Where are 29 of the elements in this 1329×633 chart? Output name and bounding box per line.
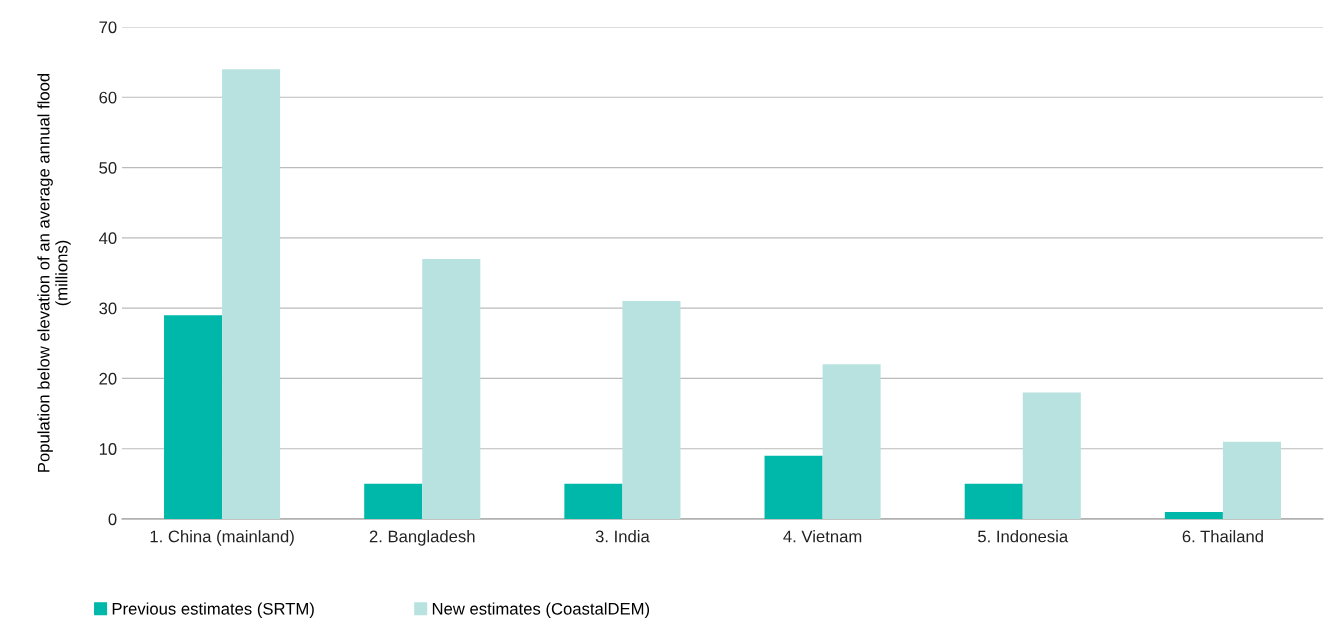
bar [564,483,623,519]
bar [822,364,881,519]
x-tick-label: 5. Indonesia [978,530,1069,543]
y-axis-title: Population below elevation of an average annual flood (millions) [37,73,71,472]
bar [364,483,423,519]
bar [164,315,223,519]
y-tick-label: 70 [99,21,117,34]
x-tick-label: 3. India [595,530,650,543]
y-tick-label: 30 [99,302,117,315]
legend-label: Previous estimates (SRTM) [112,602,314,618]
legend-label: New estimates (CoastalDEM) [432,602,650,618]
bar [1164,511,1223,519]
y-tick-label: 50 [99,161,117,174]
bar [764,455,823,519]
x-tick-label: 4. Vietnam [783,530,862,543]
x-tick-label: 6. Thailand [1182,530,1263,543]
x-tick-label: 2. Bangladesh [369,530,475,546]
bar [1222,441,1281,519]
bar [422,258,481,519]
y-tick-label: 10 [99,443,117,455]
x-tick-label: 1. China (mainland) [150,530,294,546]
bar [964,483,1023,519]
y-tick-label: 20 [99,372,117,385]
bar [622,301,681,519]
y-tick-label: 60 [99,91,117,104]
y-tick-label: 40 [98,232,117,245]
y-tick-label: 0 [108,513,117,526]
bar [222,69,281,519]
bar [1022,392,1081,519]
